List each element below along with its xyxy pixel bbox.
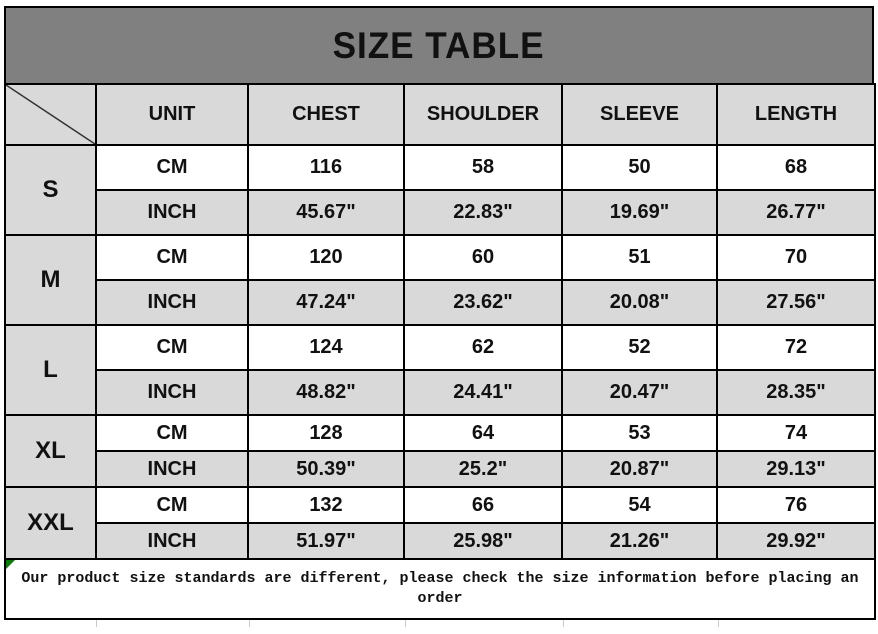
value-cell: 19.69" [561,189,718,236]
grid-segment [250,620,406,627]
unit-cell: CM [95,324,249,371]
table-row: INCH 50.39" 25.2" 20.87" 29.13" [5,450,876,488]
footer-note-text: Our product size standards are different… [21,570,859,607]
value-cell: 27.56" [716,279,876,326]
value-cell: 74 [716,414,876,452]
value-cell: 50.39" [247,450,405,488]
value-cell: 20.08" [561,279,718,326]
value-cell: 23.62" [403,279,563,326]
value-cell: 51 [561,234,718,281]
column-header-length: LENGTH [716,83,876,146]
table-row: L CM 124 62 52 72 [4,324,876,416]
size-label-m: M [4,234,97,326]
table-row: M CM 120 60 51 70 [4,234,876,326]
cell-note-indicator-icon [6,560,15,569]
unit-cell: INCH [95,279,249,326]
table-row: S CM 116 58 50 68 [4,144,876,236]
unit-cell: INCH [95,522,249,560]
column-header-chest: CHEST [247,83,405,146]
size-table: UNIT CHEST SHOULDER SLEEVE LENGTH S CM 1… [4,83,876,620]
table-row: INCH 48.82" 24.41" 20.47" 28.35" [5,369,876,416]
value-cell: 28.35" [716,369,876,416]
unit-cell: CM [95,486,249,524]
value-cell: 124 [247,324,405,371]
grid-segment [564,620,719,627]
size-label-xl: XL [4,414,97,488]
size-chart: SIZE TABLE UNIT CHEST SHOULDER SLEEVE LE… [4,6,876,627]
spreadsheet-grid-strip [4,620,874,627]
table-row: INCH 45.67" 22.83" 19.69" 26.77" [5,189,876,236]
value-cell: 54 [561,486,718,524]
size-label-s: S [4,144,97,236]
size-label-xxl: XXL [4,486,97,560]
value-cell: 29.92" [716,522,876,560]
unit-cell: CM [95,414,249,452]
column-header-sleeve: SLEEVE [561,83,718,146]
value-cell: 68 [716,144,876,191]
value-cell: 47.24" [247,279,405,326]
diagonal-line-icon [6,85,95,144]
value-cell: 116 [247,144,405,191]
table-row: XXL CM 132 66 54 76 [4,486,876,560]
grid-segment [406,620,564,627]
value-cell: 26.77" [716,189,876,236]
value-cell: 62 [403,324,563,371]
value-cell: 24.41" [403,369,563,416]
title-bar: SIZE TABLE [4,6,874,85]
unit-cell: INCH [95,369,249,416]
unit-cell: INCH [95,189,249,236]
value-cell: 52 [561,324,718,371]
value-cell: 120 [247,234,405,281]
value-cell: 128 [247,414,405,452]
value-cell: 58 [403,144,563,191]
unit-cell: INCH [95,450,249,488]
value-cell: 48.82" [247,369,405,416]
value-cell: 132 [247,486,405,524]
size-label-l: L [4,324,97,416]
footer-row: Our product size standards are different… [4,558,876,620]
value-cell: 20.47" [561,369,718,416]
corner-cell [4,83,97,146]
value-cell: 50 [561,144,718,191]
value-cell: 45.67" [247,189,405,236]
value-cell: 70 [716,234,876,281]
value-cell: 60 [403,234,563,281]
value-cell: 21.26" [561,522,718,560]
header-row: UNIT CHEST SHOULDER SLEEVE LENGTH [4,83,876,146]
footer-note: Our product size standards are different… [4,558,876,620]
value-cell: 25.2" [403,450,563,488]
value-cell: 22.83" [403,189,563,236]
value-cell: 29.13" [716,450,876,488]
grid-segment [4,620,98,627]
page-title: SIZE TABLE [333,24,545,66]
value-cell: 53 [561,414,718,452]
unit-cell: CM [95,144,249,191]
value-cell: 72 [716,324,876,371]
column-header-unit: UNIT [95,83,249,146]
unit-cell: CM [95,234,249,281]
grid-segment [97,620,250,627]
value-cell: 64 [403,414,563,452]
column-header-shoulder: SHOULDER [403,83,563,146]
table-row: INCH 47.24" 23.62" 20.08" 27.56" [5,279,876,326]
value-cell: 76 [716,486,876,524]
table-row: XL CM 128 64 53 74 [4,414,876,488]
value-cell: 51.97" [247,522,405,560]
value-cell: 20.87" [561,450,718,488]
table-row: INCH 51.97" 25.98" 21.26" 29.92" [5,522,876,560]
grid-segment [719,620,874,627]
value-cell: 66 [403,486,563,524]
value-cell: 25.98" [403,522,563,560]
